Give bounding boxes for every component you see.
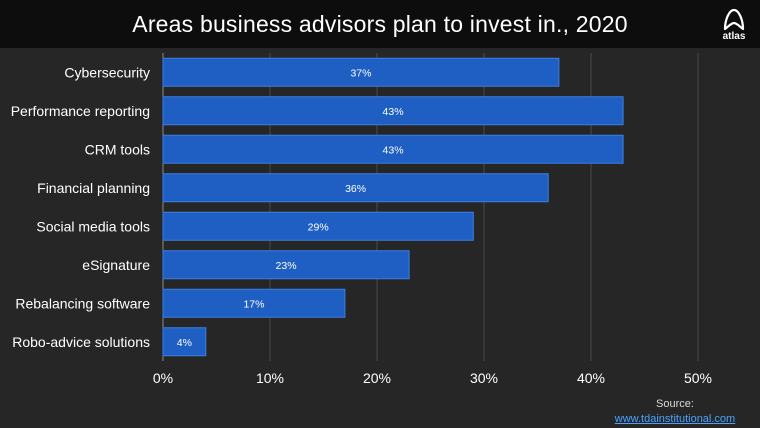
data-label: 29%	[308, 221, 329, 233]
data-label: 23%	[276, 260, 297, 272]
x-tick-label: 0%	[153, 370, 173, 386]
data-label: 43%	[383, 106, 404, 118]
category-label: Rebalancing software	[15, 295, 150, 311]
chart-title: Areas business advisors plan to invest i…	[132, 11, 628, 37]
atlas-logo-icon	[723, 8, 745, 31]
data-label: 43%	[383, 144, 404, 156]
category-label: eSignature	[82, 257, 150, 273]
bar	[162, 288, 346, 318]
bar	[162, 173, 549, 203]
x-tick-label: 40%	[577, 370, 605, 386]
category-label: Robo-advice solutions	[12, 334, 150, 350]
bar	[162, 250, 410, 280]
atlas-logo-text: atlas	[722, 31, 746, 42]
category-label: Social media tools	[36, 218, 150, 234]
x-tick-label: 30%	[470, 370, 498, 386]
source-label: Source:	[656, 398, 694, 410]
x-tick-label: 50%	[684, 370, 712, 386]
bar-chart: 0% 10% 20% 30% 40% 50% Cybersecurity 37% Perform…	[11, 53, 712, 386]
x-tick-label: 20%	[363, 370, 391, 386]
category-label: CRM tools	[85, 141, 150, 157]
category-label: Financial planning	[37, 180, 150, 196]
atlas-logo: atlas	[718, 6, 750, 44]
bar	[162, 57, 560, 87]
title-bar	[0, 0, 760, 48]
x-tick-label: 10%	[256, 370, 284, 386]
category-label: Cybersecurity	[64, 64, 150, 80]
data-label: 36%	[345, 183, 366, 195]
source-link[interactable]: www.tdainstitutional.com	[614, 413, 736, 425]
source-note: Source: www.tdainstitutional.com	[600, 397, 750, 427]
data-label: 17%	[243, 298, 264, 310]
category-label: Performance reporting	[11, 103, 150, 119]
bar	[162, 134, 624, 164]
bar	[162, 96, 624, 126]
bar	[162, 211, 474, 241]
data-label: 37%	[350, 67, 371, 79]
bar	[162, 327, 207, 357]
data-label: 4%	[177, 337, 192, 349]
